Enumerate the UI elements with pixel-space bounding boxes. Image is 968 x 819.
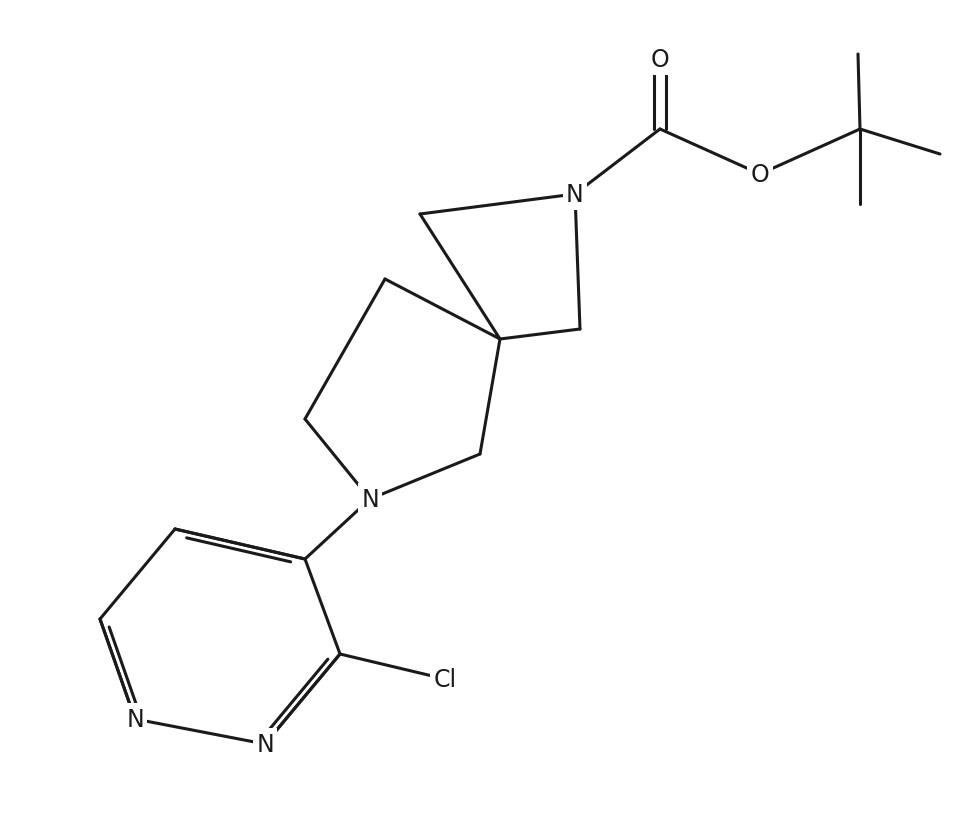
Text: N: N bbox=[257, 732, 274, 756]
Text: O: O bbox=[750, 163, 770, 187]
Text: N: N bbox=[126, 707, 144, 731]
Text: O: O bbox=[650, 48, 670, 72]
Text: N: N bbox=[566, 183, 584, 206]
Text: N: N bbox=[361, 487, 378, 511]
Text: Cl: Cl bbox=[434, 667, 457, 691]
